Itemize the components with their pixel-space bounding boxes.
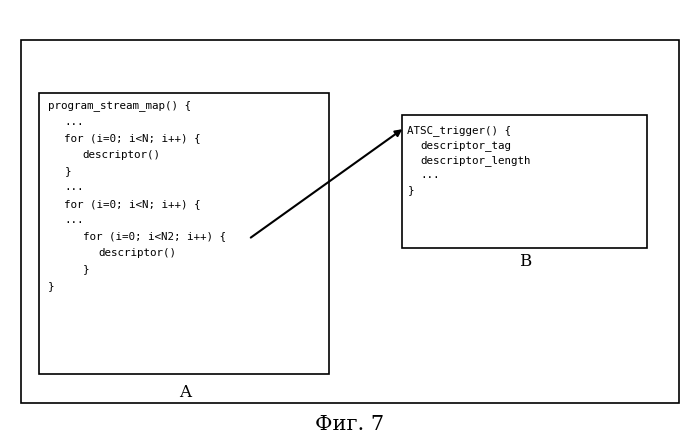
Text: for (i=0; i<N; i++) {: for (i=0; i<N; i++) { <box>64 199 201 209</box>
Text: for (i=0; i<N; i++) {: for (i=0; i<N; i++) { <box>64 133 201 143</box>
Text: descriptor(): descriptor() <box>83 150 160 159</box>
Bar <box>402 115 648 248</box>
Text: A: A <box>179 384 192 400</box>
Text: }: } <box>407 186 414 195</box>
Text: }: } <box>64 166 71 176</box>
Text: ...: ... <box>64 215 84 225</box>
Bar <box>38 93 329 374</box>
Text: Фиг. 7: Фиг. 7 <box>316 415 384 434</box>
Text: }: } <box>83 264 89 274</box>
Text: B: B <box>519 253 531 270</box>
Text: ATSC_trigger() {: ATSC_trigger() { <box>407 125 512 136</box>
Text: }: } <box>48 281 54 291</box>
Text: ...: ... <box>64 117 84 127</box>
Text: ...: ... <box>420 171 440 180</box>
Text: descriptor_tag: descriptor_tag <box>420 140 511 151</box>
Text: descriptor(): descriptor() <box>98 248 176 258</box>
Text: descriptor_length: descriptor_length <box>420 155 531 166</box>
Text: program_stream_map() {: program_stream_map() { <box>48 100 190 111</box>
Text: ...: ... <box>64 183 84 192</box>
Text: for (i=0; i<N2; i++) {: for (i=0; i<N2; i++) { <box>83 232 225 241</box>
Bar <box>21 40 679 403</box>
